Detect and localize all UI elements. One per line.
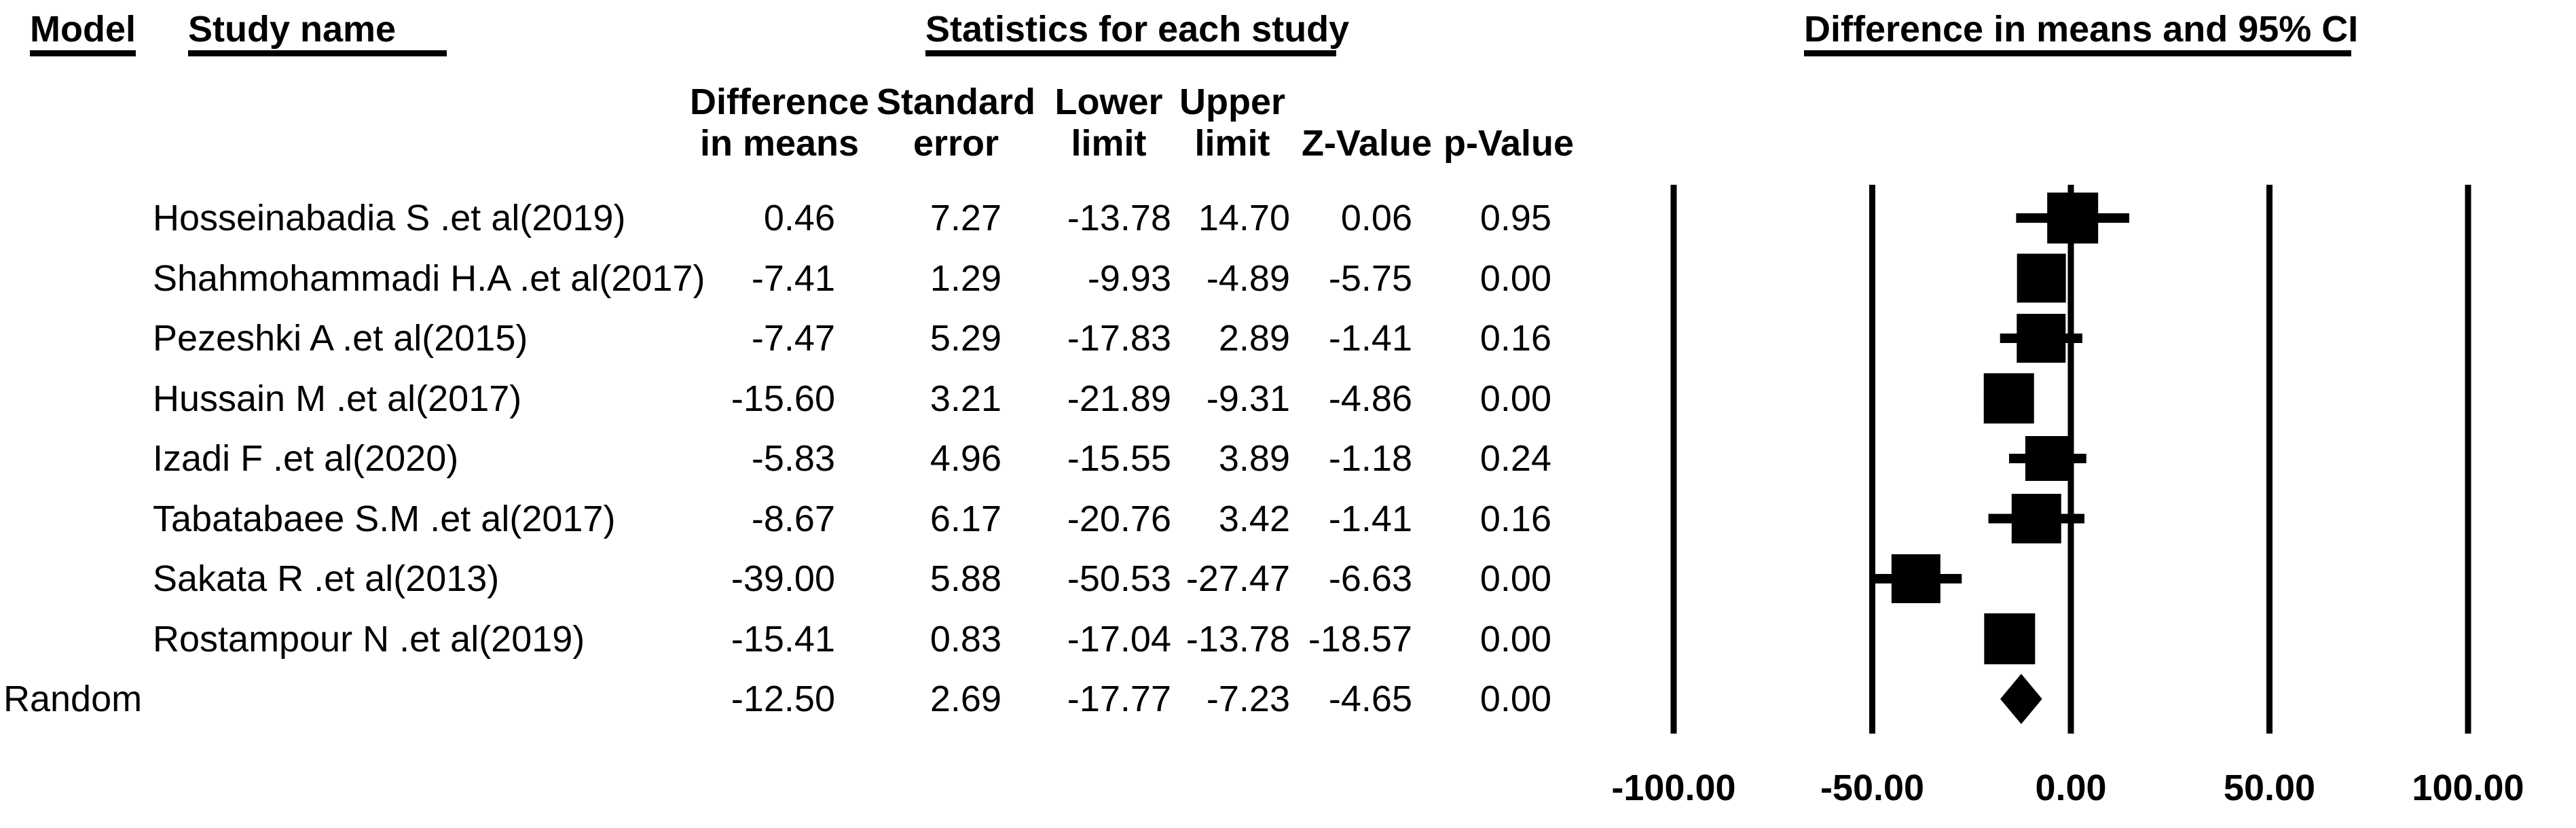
forest-square [2017,253,2066,303]
study-name-cell: Izadi F .et al(2020) [153,438,459,479]
se-value-cell: 5.88 [930,558,1001,599]
lower-value-cell: -17.77 [1067,679,1171,719]
model-column-header: Model [30,8,136,56]
upper-value-cell: 3.42 [1218,498,1290,539]
forest-square [2025,436,2070,481]
p-value-cell: 0.00 [1479,618,1551,660]
z-value-cell: -1.18 [1328,438,1412,479]
upper-value-cell: -27.47 [1185,558,1290,599]
upper-value-cell: 3.89 [1218,438,1290,479]
axis-gridline [1869,185,1875,734]
se-value-cell: 5.29 [930,318,1001,359]
col-header-lower-line2: limit [1071,123,1147,164]
se-value-cell: 7.27 [930,198,1001,238]
lower-value-cell: -17.83 [1067,318,1171,359]
col-header-upper-line2: limit [1194,123,1270,164]
upper-value-cell: 14.70 [1198,198,1290,238]
lower-value-cell: -20.76 [1067,498,1171,539]
se-value-cell: 6.17 [930,498,1001,539]
se-value-cell: 2.69 [930,679,1001,719]
p-value-cell: 0.00 [1479,558,1551,599]
study-name-cell: Pezeshki A .et al(2015) [153,318,528,359]
ci-plot-header: Difference in means and 95% CI [1804,8,2358,56]
study-name-cell: Rostampour N .et al(2019) [153,618,585,660]
upper-value-cell: -7.23 [1206,679,1290,719]
p-value-cell: 0.16 [1479,318,1551,359]
study-name-cell: Sakata R .et al(2013) [153,558,500,599]
forest-square [1983,373,2034,424]
upper-value-cell: -9.31 [1206,378,1290,419]
z-value-cell: -5.75 [1328,257,1412,299]
axis-gridline [2465,185,2471,734]
se-value-cell: 0.83 [930,618,1001,660]
axis-gridline [2266,185,2273,734]
z-value-cell: -1.41 [1328,318,1412,359]
z-value-cell: 0.06 [1340,198,1412,238]
lower-value-cell: -9.93 [1087,257,1171,299]
z-value-cell: -6.63 [1328,558,1412,599]
p-value-cell: 0.95 [1479,198,1551,238]
forest-square [2011,494,2061,543]
axis-tick-label: -100.00 [1611,768,1736,808]
p-value-cell: 0.00 [1479,679,1551,719]
p-value-cell: 0.16 [1479,498,1551,539]
se-value-cell: 3.21 [930,378,1001,419]
forest-square [2017,314,2066,363]
diff-value-cell: 0.46 [763,198,835,238]
se-value-cell: 1.29 [930,257,1001,299]
diff-value-cell: -15.41 [731,618,835,660]
lower-value-cell: -50.53 [1067,558,1171,599]
model-cell: Random [3,679,143,719]
axis-tick-label: 100.00 [2412,768,2524,808]
statistics-group-header: Statistics for each study [925,8,1349,56]
col-header-pvalue: p-Value [1443,123,1575,164]
lower-value-cell: -13.78 [1067,198,1171,238]
lower-value-cell: -21.89 [1067,378,1171,419]
p-value-cell: 0.00 [1479,378,1551,419]
lower-value-cell: -17.04 [1067,618,1171,660]
z-value-cell: -18.57 [1308,618,1412,660]
se-value-cell: 4.96 [930,438,1001,479]
summary-diamond [2000,674,2042,724]
forest-square [1984,613,2036,664]
p-value-cell: 0.00 [1479,257,1551,299]
forest-square [2047,192,2099,244]
col-header-lower-line1: Lower [1054,82,1163,122]
col-header-upper-line1: Upper [1179,82,1285,122]
z-value-cell: -4.65 [1328,679,1412,719]
diff-value-cell: -5.83 [751,438,835,479]
upper-value-cell: -4.89 [1206,257,1290,299]
axis-tick-label: -50.00 [1820,768,1925,808]
col-header-zvalue: Z-Value [1301,123,1433,164]
upper-value-cell: 2.89 [1218,318,1290,359]
col-header-difference-line2: in means [699,123,860,164]
diff-value-cell: -39.00 [731,558,835,599]
study-name-cell: Tabatabaee S.M .et al(2017) [153,498,616,539]
upper-value-cell: -13.78 [1185,618,1290,660]
study-name-cell: Hosseinabadia S .et al(2019) [153,198,626,238]
diff-value-cell: -7.41 [751,257,835,299]
axis-tick-label: 50.00 [2223,768,2316,808]
p-value-cell: 0.24 [1479,438,1551,479]
col-header-difference-line1: Difference [689,82,870,122]
study-name-cell: Shahmohammadi H.A .et al(2017) [153,257,705,299]
diff-value-cell: -8.67 [751,498,835,539]
z-value-cell: -1.41 [1328,498,1412,539]
z-value-cell: -4.86 [1328,378,1412,419]
diff-value-cell: -12.50 [731,679,835,719]
col-header-standard-line2: error [913,123,999,164]
axis-gridline [1670,185,1677,734]
study-name-cell: Hussain M .et al(2017) [153,378,522,419]
diff-value-cell: -15.60 [731,378,835,419]
study-name-column-header: Study name [188,8,447,56]
lower-value-cell: -15.55 [1067,438,1171,479]
axis-tick-label: 0.00 [2035,768,2107,808]
col-header-standard-line1: Standard [876,82,1036,122]
diff-value-cell: -7.47 [751,318,835,359]
forest-square [1891,554,1940,603]
